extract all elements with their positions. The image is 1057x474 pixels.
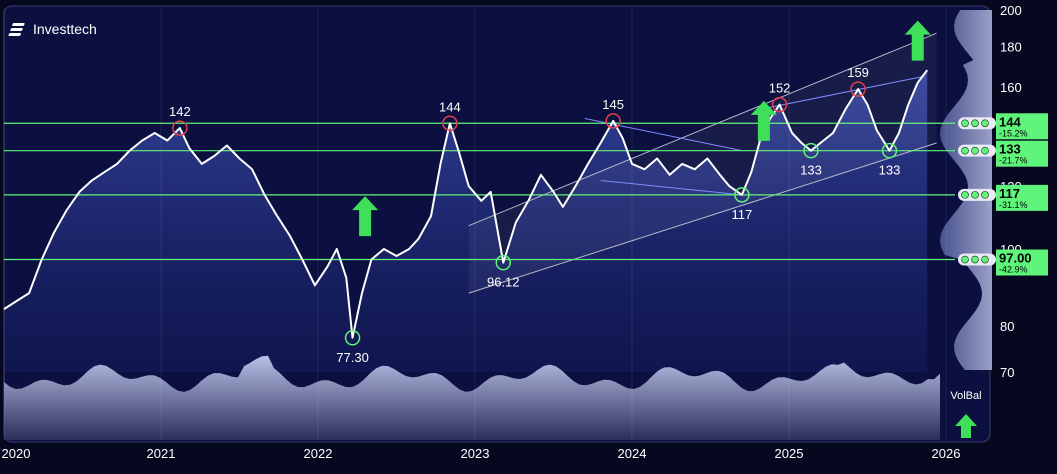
x-tick-label: 2025 [775,446,804,461]
volume-by-price-histogram [940,10,992,370]
support-strength-dot [961,119,969,128]
trough-label: 77.30 [336,350,369,365]
support-value: 97.00 [999,251,1032,266]
support-badge: 117-31.1% [958,184,1048,211]
trough-label: 117 [732,207,753,222]
trough-marker [495,254,512,271]
support-badge: 133-21.7% [958,140,1048,167]
support-value: 144 [999,114,1021,129]
support-strength-dot [961,191,969,199]
trough-marker [803,142,819,159]
peak-label: 142 [169,104,191,119]
brand-name: Investtech [33,21,97,37]
y-tick-label: 160 [1000,80,1022,95]
x-tick-label: 2024 [618,446,647,461]
trend-line-blue-3 [760,75,925,110]
investtech-logo-icon [8,23,25,36]
support-badge: 144-15.2% [958,113,1048,140]
x-tick-label: 2026 [932,446,961,461]
trough-marker [734,187,750,203]
support-strength-dot [961,146,969,155]
trend-channel-lower [468,142,937,294]
price-area-fill [4,70,928,372]
peak-marker [605,113,621,129]
support-strength-dot [961,255,969,264]
peak-label: 145 [602,97,624,112]
trough-marker [881,142,898,159]
peak-marker [771,96,788,113]
support-strength-dot [981,146,989,155]
trend-line-blue-2 [600,179,742,196]
buy-signal-arrow-icon [904,20,931,61]
support-badge-box [996,184,1048,211]
x-tick-label: 2021 [147,446,176,461]
peak-marker [172,120,188,136]
volbal-arrow-up-icon [955,414,977,438]
peak-label: 159 [847,65,869,80]
trend-channel-upper [468,32,937,227]
buy-signal-arrow-icon [750,100,777,141]
support-badge-box [996,249,1048,276]
trough-label: 133 [879,163,901,178]
support-value: 133 [999,142,1021,157]
volume-area [4,355,940,440]
support-strength-dot [981,191,989,199]
support-strength-dot [971,191,979,199]
peak-marker [442,115,458,132]
y-tick-label: 70 [1000,365,1014,380]
trough-label: 96.12 [487,275,520,290]
peak-label: 152 [769,81,791,96]
y-tick-label: 80 [1000,319,1014,334]
x-tick-label: 2023 [461,446,490,461]
brand: Investtech [8,21,97,37]
x-tick-label: 2020 [2,446,31,461]
support-badge-box [996,113,1048,140]
support-strength-dot [981,119,989,128]
support-strength-dot [981,255,989,264]
support-strength-dot [971,146,979,155]
volbal-label: VolBal [950,390,981,402]
support-percent: -31.1% [999,200,1028,210]
support-badge: 97.00-42.9% [958,249,1048,276]
volume-balance: VolBal [950,390,982,438]
trough-marker [344,330,361,346]
support-value: 117 [999,186,1020,201]
y-tick-label: 180 [1000,39,1022,54]
buy-signal-arrow-icon [352,196,379,237]
peak-marker [850,81,866,97]
support-percent: -21.7% [999,156,1028,166]
y-tick-label: 200 [1000,3,1022,18]
trough-label: 133 [800,163,822,178]
support-strength-dot [971,255,979,264]
support-strength-dot [971,119,979,128]
support-badge-box [996,140,1048,167]
support-percent: -15.2% [999,128,1028,138]
price-line [3,69,928,339]
peak-label: 144 [439,99,461,114]
x-tick-label: 2022 [304,446,333,461]
support-percent: -42.9% [999,265,1028,275]
